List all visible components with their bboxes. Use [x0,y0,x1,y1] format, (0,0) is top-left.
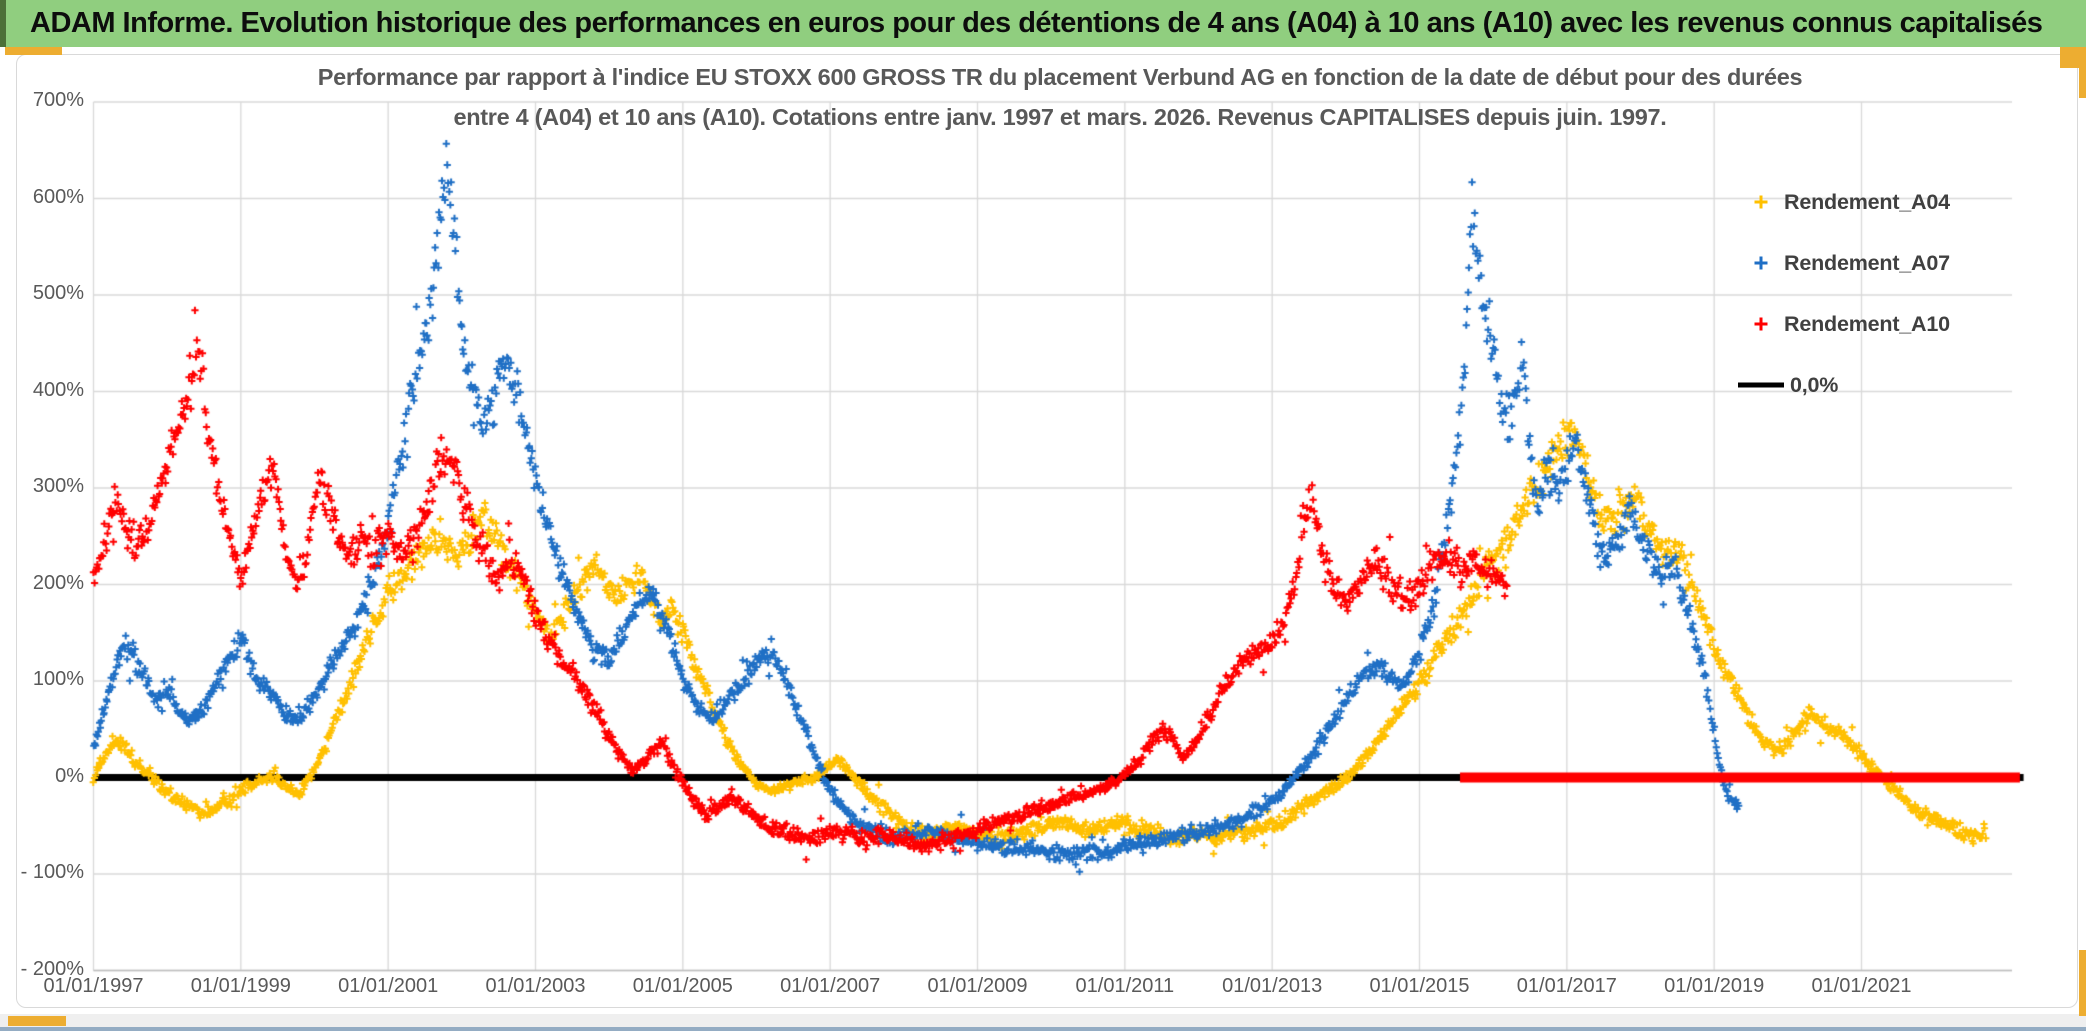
legend-line-marker-icon [1738,381,1790,389]
y-tick-label: 700% [32,89,84,111]
y-tick-label: 600% [32,185,84,208]
y-tick-label: - 100% [20,861,84,883]
legend-item-0-0-: 0,0% [1738,365,2038,405]
gold-accent-bottom-left [8,1016,66,1026]
x-tick-label: 01/01/2009 [927,975,1028,997]
legend-label: Rendement_A04 [1784,189,1950,214]
gold-accent-right-top [2079,68,2086,98]
chart-title-line2: entre 4 (A04) et 10 ans (A10). Cotations… [453,104,1667,130]
x-tick-label: 01/01/2001 [338,975,439,997]
legend-label: Rendement_A10 [1784,311,1950,336]
x-tick-label: 01/01/2003 [485,975,586,997]
y-tick-label: - 200% [20,957,84,980]
y-axis-tick-labels: 700% 600% 500% 400% 300% 200% 100% 0% - 100% - 20… [0,0,84,1031]
chart-legend: Rendement_A04 Rendement_A07 Rendement_A10 0… [1738,182,2038,405]
y-tick-label: 300% [32,475,84,497]
y-tick-label: 0% [55,764,84,787]
x-tick-label: 01/01/2011 [1075,975,1175,997]
x-tick-label: 01/01/2005 [632,975,733,997]
chart-title-line1: Performance par rapport à l'indice EU ST… [317,64,1803,90]
x-tick-label: 01/01/2013 [1222,975,1323,997]
legend-item-rendement-a04: Rendement_A04 [1738,182,2038,222]
legend-label: 0,0% [1790,372,1839,397]
legend-item-rendement-a10: Rendement_A10 [1738,304,2038,344]
legend-plus-marker-icon [1738,314,1784,334]
x-tick-label: 01/01/2017 [1516,975,1617,997]
legend-plus-marker-icon [1738,253,1784,273]
gold-accent-right-bottom [2079,950,2086,1016]
header-title: ADAM Informe. Evolution historique des p… [30,7,2043,39]
x-tick-label: 01/01/2019 [1664,975,1765,997]
bottom-strip [0,1014,2086,1027]
x-tick-label: 01/01/1997 [43,975,144,997]
header-bar: ADAM Informe. Evolution historique des p… [0,0,2086,47]
chart-title: Performance par rapport à l'indice EU ST… [200,57,1920,137]
y-tick-label: 400% [32,378,84,401]
y-tick-label: 100% [32,668,84,690]
chart-border-frame [16,54,2078,1008]
legend-plus-marker-icon [1738,192,1784,212]
y-tick-label: 200% [32,571,84,594]
x-tick-label: 01/01/2015 [1369,975,1470,997]
header-accent-left [0,0,6,47]
gold-accent-top-left [5,47,62,55]
x-tick-label: 01/01/2021 [1811,975,1912,997]
legend-item-rendement-a07: Rendement_A07 [1738,243,2038,283]
legend-label: Rendement_A07 [1784,250,1950,275]
bottom-window-edge [0,1027,2086,1031]
x-tick-label: 01/01/1999 [190,975,291,997]
y-tick-label: 500% [32,282,84,304]
x-tick-label: 01/01/2007 [780,975,881,997]
gold-accent-top-right [2060,47,2086,68]
